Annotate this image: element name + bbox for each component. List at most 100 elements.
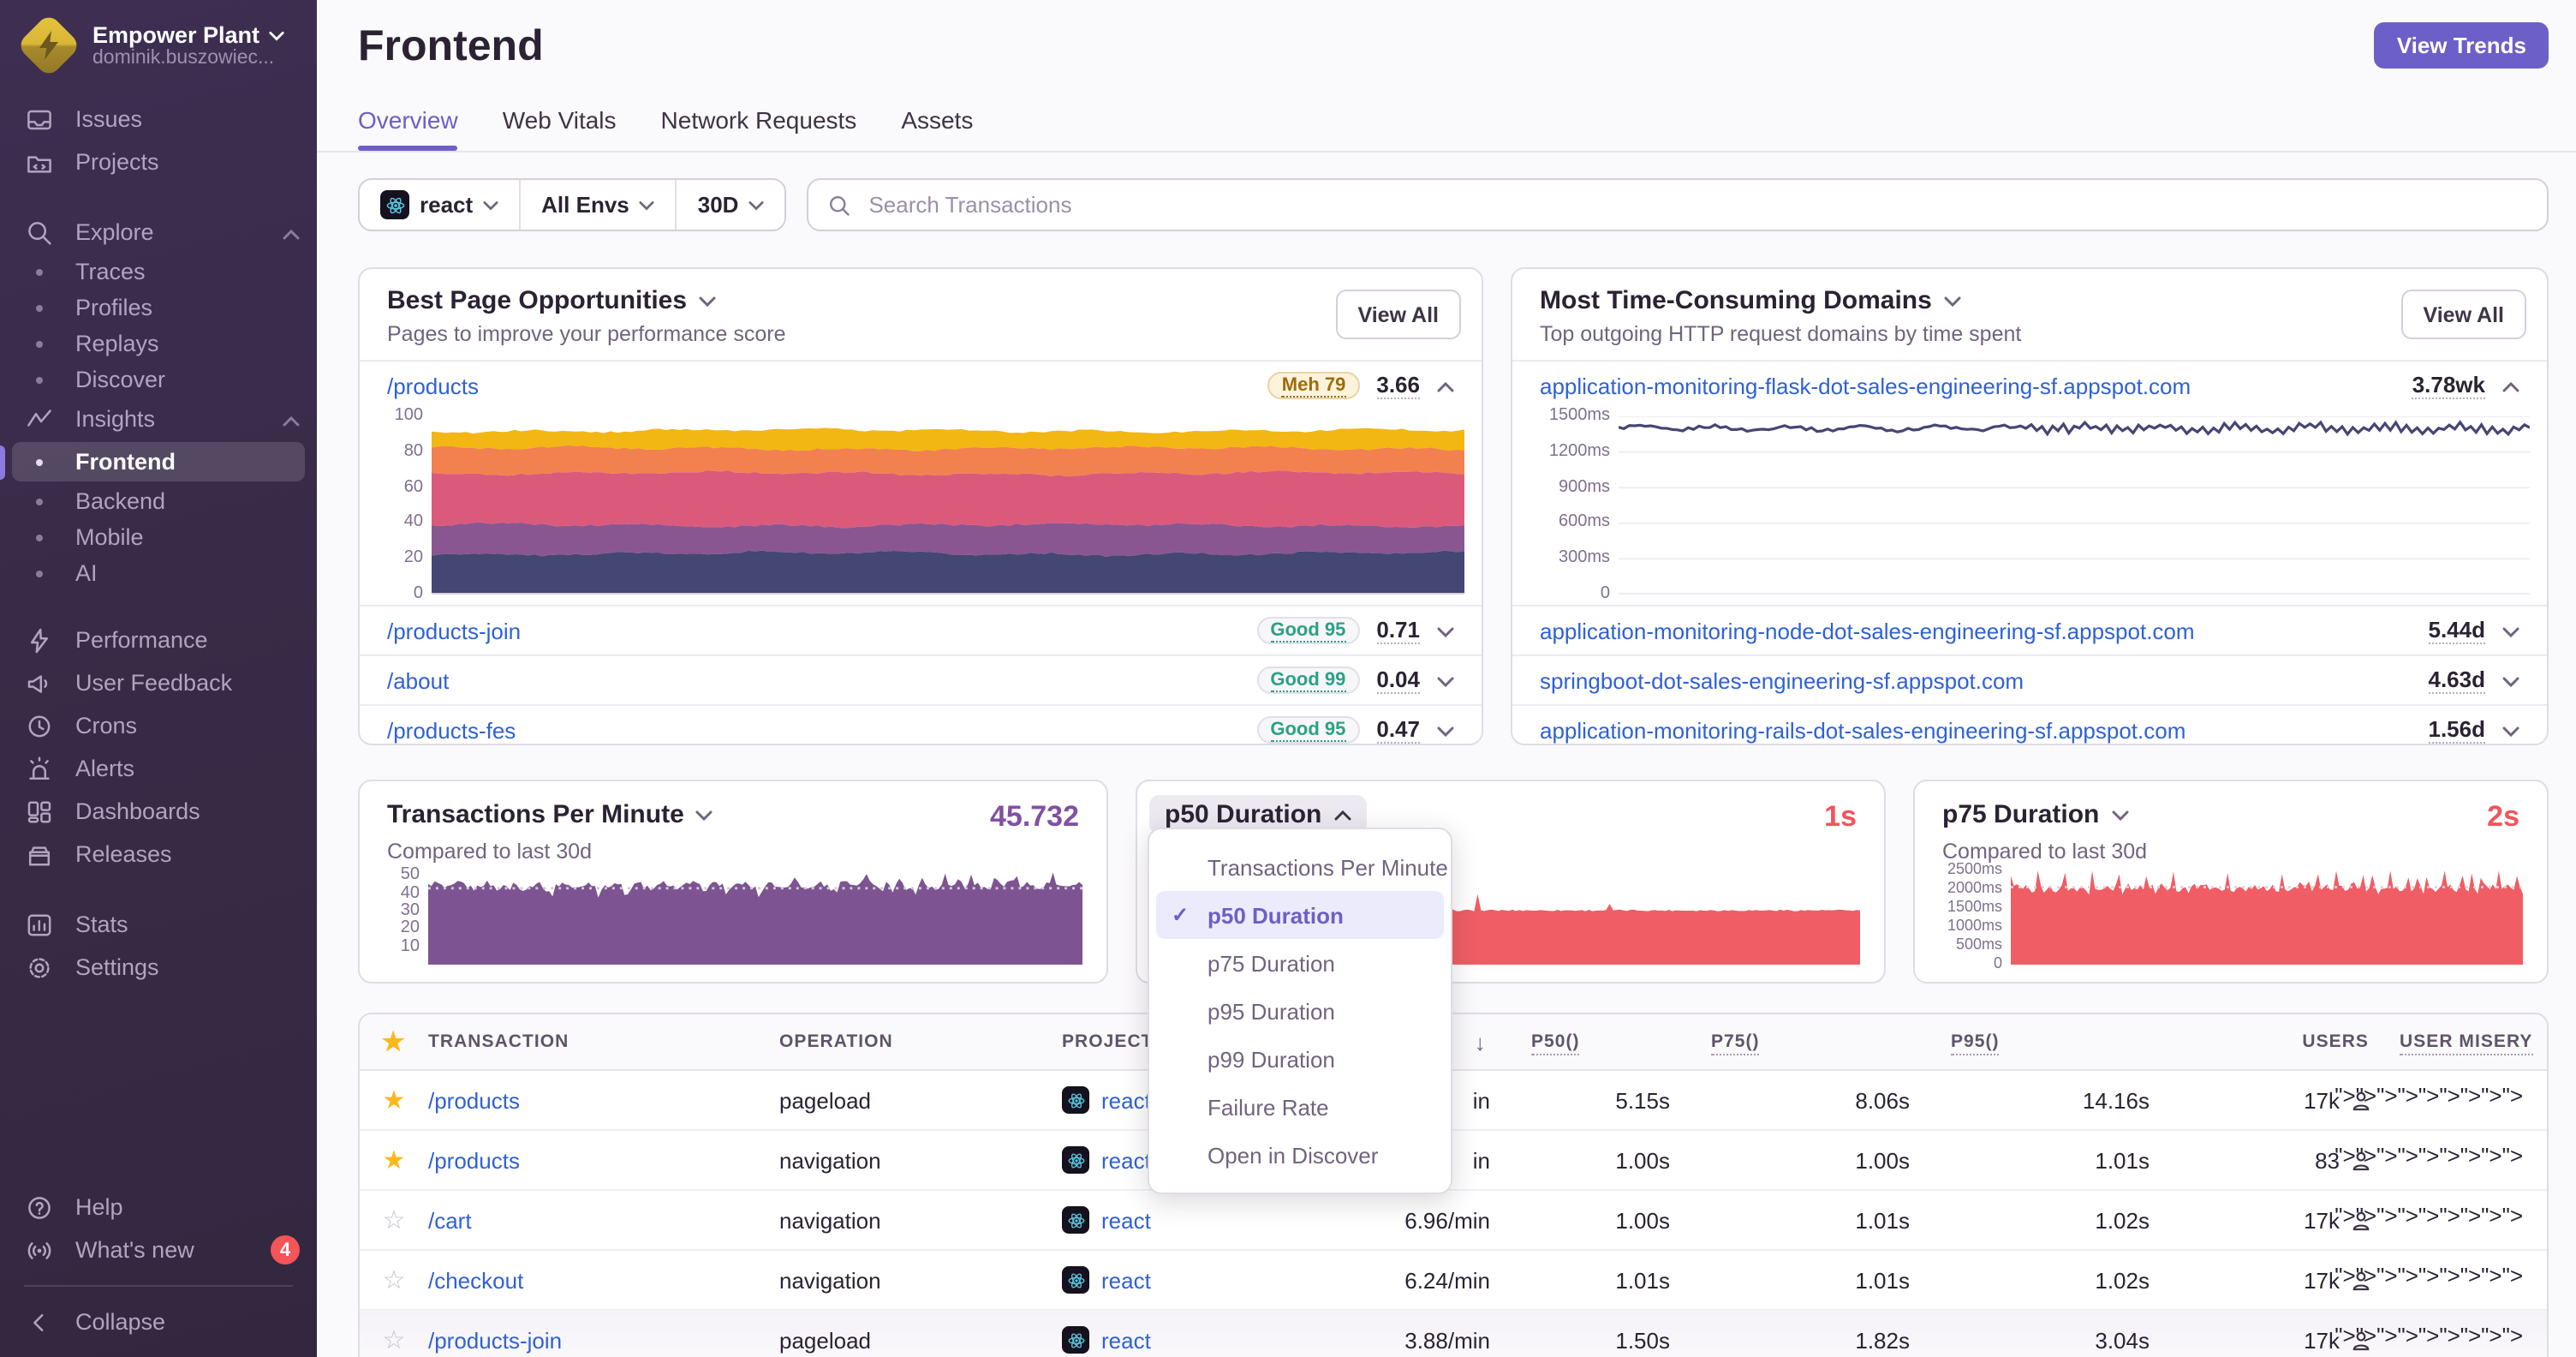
sidebar-item-traces[interactable]: Traces	[0, 254, 317, 290]
sort-arrow-icon[interactable]: ↓	[1474, 1029, 1487, 1055]
score-badge[interactable]: Good 95	[1256, 617, 1360, 644]
column-header-project[interactable]: PROJECT	[1062, 1031, 1154, 1052]
score-badge[interactable]: Meh 79	[1267, 372, 1360, 399]
sidebar-item-replays[interactable]: Replays	[0, 326, 317, 362]
project-link[interactable]: react	[1101, 1087, 1151, 1113]
opportunities-view-all-button[interactable]: View All	[1335, 290, 1461, 339]
p75-area-chart[interactable]	[2011, 867, 2523, 965]
expand-toggle[interactable]	[2502, 615, 2519, 646]
opportunity-value[interactable]: 0.04	[1376, 667, 1420, 694]
tpm-area-chart[interactable]	[428, 867, 1082, 965]
transaction-link[interactable]: /checkout	[428, 1267, 524, 1293]
sidebar-item-crons[interactable]: Crons	[0, 704, 317, 747]
menu-item-transactions-per-minute[interactable]: Transactions Per Minute	[1208, 854, 1448, 880]
star-toggle[interactable]: ★	[382, 1146, 406, 1175]
expand-toggle[interactable]	[1437, 665, 1454, 696]
tab-overview[interactable]: Overview	[358, 106, 459, 151]
sidebar-item-settings[interactable]: Settings	[0, 946, 317, 989]
transaction-link[interactable]: springboot-dot-sales-engineering-sf.apps…	[1540, 667, 2024, 693]
project-link[interactable]: react	[1101, 1327, 1151, 1353]
star-toggle[interactable]: ☆	[382, 1266, 406, 1295]
column-header-users[interactable]: USERS	[2302, 1031, 2369, 1052]
search-input[interactable]	[865, 190, 2528, 219]
opportunity-value[interactable]: 1.56d	[2428, 716, 2485, 744]
p75-metric-dropdown[interactable]: p75 Duration	[1942, 800, 2128, 829]
sidebar-item-mobile[interactable]: Mobile	[0, 519, 317, 555]
tab-network-requests[interactable]: Network Requests	[660, 106, 857, 134]
opportunity-value[interactable]: 5.44d	[2428, 617, 2485, 644]
view-trends-button[interactable]: View Trends	[2374, 22, 2549, 69]
star-toggle[interactable]: ★	[382, 1086, 406, 1115]
expand-toggle[interactable]	[2502, 665, 2519, 696]
star-toggle[interactable]: ☆	[382, 1326, 406, 1355]
transaction-link[interactable]: /about	[387, 667, 450, 693]
sidebar-item-stats[interactable]: Stats	[0, 903, 317, 946]
opportunities-title-dropdown[interactable]: Best Page Opportunities	[387, 286, 1454, 315]
transaction-link[interactable]: /products-join	[428, 1327, 563, 1353]
transaction-link[interactable]: application-monitoring-node-dot-sales-en…	[1540, 618, 2195, 643]
column-header-operation[interactable]: OPERATION	[779, 1031, 893, 1052]
sidebar-item-explore[interactable]: Explore	[0, 211, 317, 254]
opportunity-value[interactable]: 4.63d	[2428, 667, 2485, 694]
web-vitals-stacked-area-chart[interactable]	[432, 416, 1464, 595]
menu-item-p75-duration[interactable]: p75 Duration	[1208, 950, 1335, 976]
sidebar-item-help[interactable]: Help	[0, 1186, 317, 1228]
expand-toggle[interactable]	[1437, 714, 1454, 744]
sidebar-collapse-button[interactable]: Collapse	[0, 1300, 317, 1343]
star-column-header[interactable]: ★	[381, 1028, 407, 1057]
sidebar-item-alerts[interactable]: Alerts	[0, 747, 317, 790]
opportunity-value[interactable]: 0.47	[1376, 716, 1420, 744]
expand-toggle[interactable]	[1437, 370, 1454, 401]
domains-title-dropdown[interactable]: Most Time-Consuming Domains	[1540, 286, 2519, 315]
sidebar-item-dashboards[interactable]: Dashboards	[0, 790, 317, 833]
menu-item-failure-rate[interactable]: Failure Rate	[1208, 1094, 1329, 1120]
transaction-link[interactable]: /products-join	[387, 618, 522, 643]
column-header-p75[interactable]: P75()	[1670, 1031, 1910, 1055]
sidebar-item-what-s-new[interactable]: What's new 4	[0, 1228, 317, 1271]
score-badge[interactable]: Good 95	[1256, 716, 1360, 744]
menu-item-p95-duration[interactable]: p95 Duration	[1208, 998, 1335, 1024]
domains-view-all-button[interactable]: View All	[2400, 290, 2526, 339]
expand-toggle[interactable]	[2502, 714, 2519, 744]
transaction-link[interactable]: application-monitoring-rails-dot-sales-e…	[1540, 717, 2186, 743]
transaction-link[interactable]: /products	[428, 1147, 520, 1173]
transaction-link[interactable]: /products	[428, 1087, 520, 1113]
column-header-misery[interactable]: USER MISERY	[2372, 1031, 2547, 1055]
transaction-link[interactable]: application-monitoring-flask-dot-sales-e…	[1540, 373, 2191, 398]
transaction-link[interactable]: /products	[387, 373, 479, 398]
project-filter[interactable]: react	[360, 180, 519, 230]
sidebar-item-backend[interactable]: Backend	[0, 483, 317, 519]
domain-duration-line-chart[interactable]	[1619, 416, 2530, 595]
org-switcher[interactable]: Empower Plant dominik.buszowiec...	[0, 0, 317, 84]
sidebar-item-insights[interactable]: Insights	[0, 398, 317, 440]
expand-toggle[interactable]	[1437, 615, 1454, 646]
project-link[interactable]: react	[1101, 1147, 1151, 1173]
sidebar-item-user-feedback[interactable]: User Feedback	[0, 661, 317, 704]
sidebar-item-frontend[interactable]: Frontend	[0, 442, 305, 481]
sidebar-item-discover[interactable]: Discover	[0, 362, 317, 398]
project-link[interactable]: react	[1101, 1267, 1151, 1293]
opportunity-value[interactable]: 3.78wk	[2412, 372, 2485, 399]
transaction-link[interactable]: /cart	[428, 1207, 472, 1233]
tab-assets[interactable]: Assets	[901, 106, 974, 134]
column-header-transaction[interactable]: TRANSACTION	[428, 1031, 569, 1052]
opportunity-value[interactable]: 0.71	[1376, 617, 1420, 644]
tab-web-vitals[interactable]: Web Vitals	[502, 106, 617, 134]
star-toggle[interactable]: ☆	[382, 1206, 406, 1235]
environment-filter[interactable]: All Envs	[521, 180, 676, 230]
project-link[interactable]: react	[1101, 1207, 1151, 1233]
expand-toggle[interactable]	[2502, 370, 2519, 401]
sidebar-item-projects[interactable]: Projects	[0, 140, 317, 183]
sidebar-item-profiles[interactable]: Profiles	[0, 290, 317, 326]
menu-item-p50-duration[interactable]: ✓ p50 Duration	[1156, 891, 1444, 939]
sidebar-item-issues[interactable]: Issues	[0, 98, 317, 140]
sidebar-item-performance[interactable]: Performance	[0, 619, 317, 661]
sidebar-item-releases[interactable]: Releases	[0, 833, 317, 876]
sidebar-item-ai[interactable]: AI	[0, 555, 317, 591]
column-header-p95[interactable]: P95()	[1910, 1031, 2150, 1055]
menu-item-p99-duration[interactable]: p99 Duration	[1208, 1046, 1335, 1072]
score-badge[interactable]: Good 99	[1256, 667, 1360, 694]
date-range-filter[interactable]: 30D	[677, 180, 785, 230]
column-header-p50[interactable]: P50()	[1490, 1031, 1670, 1055]
opportunity-value[interactable]: 3.66	[1376, 372, 1420, 399]
